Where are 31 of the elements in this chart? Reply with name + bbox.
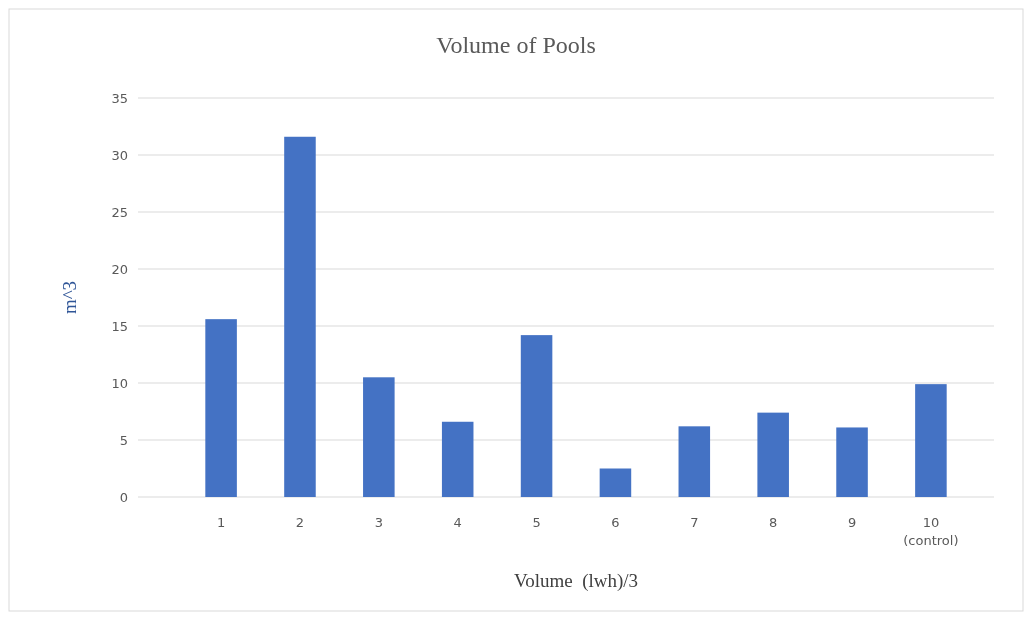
y-tick-label: 35 [111, 90, 128, 106]
x-tick-label: 10 (control) [903, 515, 959, 548]
x-tick-label: 9 [847, 515, 857, 530]
chart-title: Volume of Pools [436, 32, 596, 58]
y-tick-label: 15 [111, 318, 128, 334]
x-axis-title: Volume (lwh)/3 [513, 570, 639, 592]
y-tick-label: 20 [111, 261, 128, 277]
x-tick-label: 6 [611, 515, 620, 530]
bar [205, 319, 237, 497]
y-tick-label: 5 [119, 432, 128, 448]
bar [599, 468, 632, 497]
bar [836, 427, 868, 497]
bar [520, 335, 553, 497]
x-tick-label: 1 [216, 515, 226, 530]
y-tick-label: 10 [111, 375, 128, 391]
x-tick-label: 2 [295, 515, 305, 530]
bar [757, 412, 789, 497]
bar [284, 136, 316, 497]
bar [915, 384, 947, 497]
bar [363, 377, 395, 497]
bar [441, 421, 474, 497]
x-tick-label: 7 [690, 515, 699, 530]
x-tick-label: 8 [769, 515, 778, 530]
y-tick-label: 25 [111, 204, 128, 220]
y-tick-label: 30 [111, 147, 128, 163]
x-tick-label: 4 [453, 515, 462, 530]
y-axis-title: m^3 [59, 280, 80, 315]
bar [678, 426, 711, 497]
x-tick-label: 5 [532, 515, 541, 530]
y-tick-label: 0 [119, 489, 128, 505]
x-tick-label: 3 [374, 515, 383, 530]
